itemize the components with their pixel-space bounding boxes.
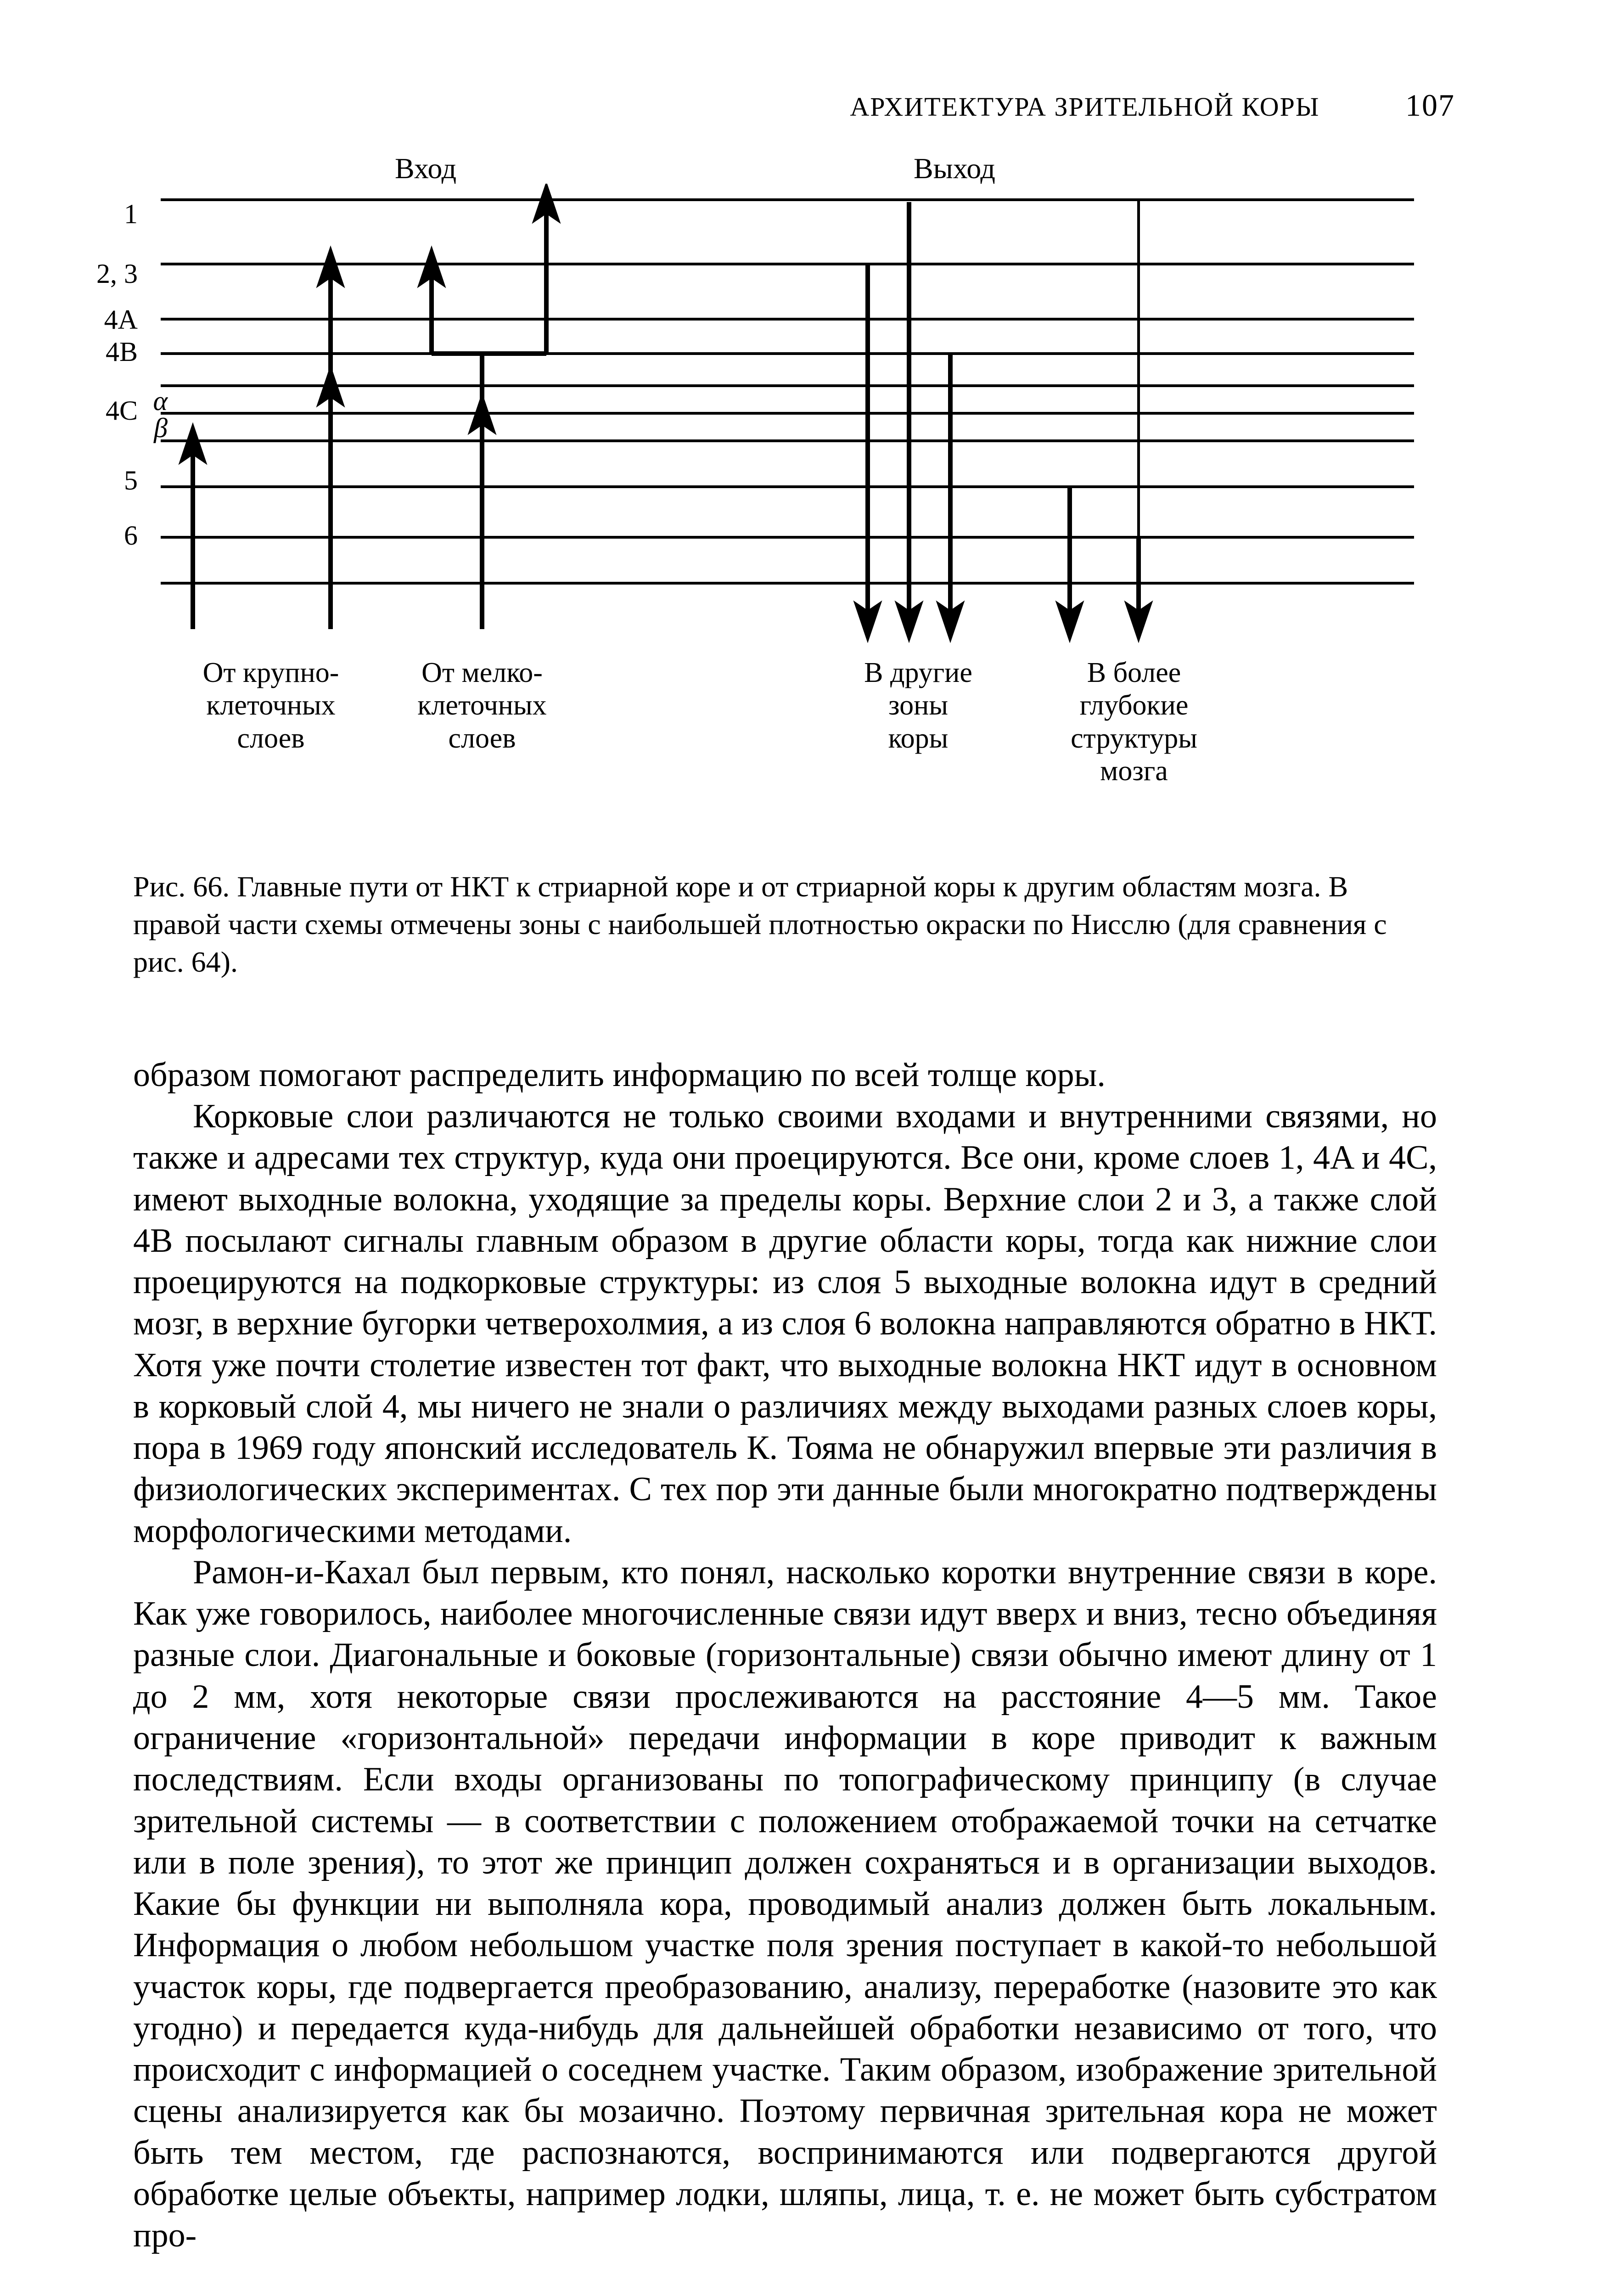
label-line: глубокие (1080, 690, 1189, 721)
running-head: АРХИТЕКТУРА ЗРИТЕЛЬНОЙ КОРЫ 107 (850, 87, 1455, 124)
layer-label-6: 6 (83, 520, 138, 551)
layer-label-1: 1 (83, 198, 138, 230)
page-number: 107 (1405, 87, 1455, 124)
label-line: клеточных (206, 690, 335, 721)
label-parvocellular: От мелко- клеточных слоев (386, 657, 578, 755)
label-line: От крупно- (203, 657, 339, 688)
layer-label-4A: 4A (83, 304, 138, 336)
diagram-svg (147, 184, 1432, 652)
label-line: клеточных (417, 690, 546, 721)
figure-66: Вход Выход 1 2, 3 4A 4B 4C α β 5 6 (83, 152, 1442, 850)
output-arrows (858, 202, 1149, 636)
label-line: слоев (448, 723, 516, 754)
label-line: От мелко- (421, 657, 543, 688)
label-line: структуры (1071, 723, 1197, 754)
paragraph-3: Рамон-и-Кахал был первым, кто понял, нас… (133, 1552, 1437, 2257)
layer-lines (161, 200, 1414, 583)
paragraph-2: Корковые слои различаются не только свои… (133, 1096, 1437, 1552)
label-line: зоны (888, 690, 948, 721)
label-line: слоев (237, 723, 304, 754)
body-text: образом помогают распределить информацию… (133, 1054, 1437, 2257)
figure-caption: Рис. 66. Главные пути от НКТ к стриарной… (133, 868, 1432, 981)
running-title: АРХИТЕКТУРА ЗРИТЕЛЬНОЙ КОРЫ (850, 91, 1319, 122)
layer-label-2-3: 2, 3 (83, 258, 138, 290)
label-line: мозга (1100, 755, 1168, 787)
input-arrows (183, 188, 556, 629)
label-magnocellular: От крупно- клеточных слоев (165, 657, 376, 755)
paragraph-1: образом помогают распределить информацию… (133, 1054, 1437, 1096)
label-other-cortex: В другие зоны коры (836, 657, 1001, 755)
label-line: В более (1087, 657, 1181, 688)
label-line: коры (888, 723, 949, 754)
col-header-output: Выход (914, 152, 995, 186)
layer-label-5: 5 (83, 465, 138, 496)
layer-label-4C: 4C (83, 395, 138, 427)
col-header-input: Вход (395, 152, 456, 186)
layer-label-4B: 4B (83, 336, 138, 368)
page: АРХИТЕКТУРА ЗРИТЕЛЬНОЙ КОРЫ 107 Вход Вых… (0, 0, 1611, 2296)
label-deeper-structures: В более глубокие структуры мозга (1028, 657, 1240, 788)
label-line: В другие (864, 657, 972, 688)
